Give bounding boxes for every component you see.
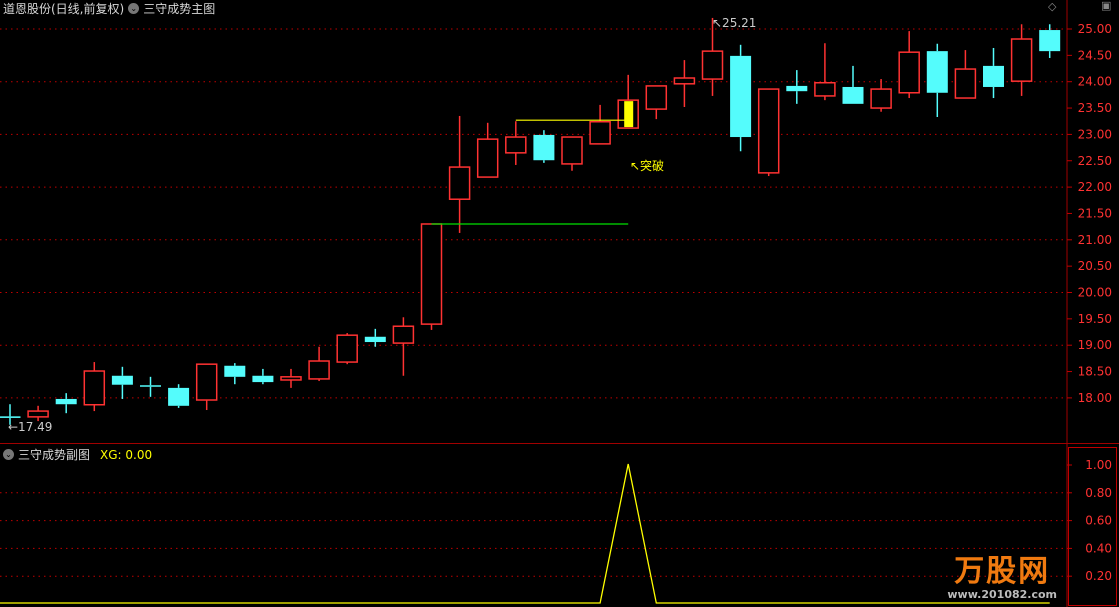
candle-body-up [1010,38,1033,82]
y-tick-label: 21.00 [1078,233,1112,247]
candle-body-down [926,51,948,93]
y-tick-label: 18.50 [1078,365,1112,379]
candle-body-up [420,223,443,325]
y-tick-label: 20.50 [1078,259,1112,273]
y-tick-label: 25.00 [1078,22,1112,36]
candle-body-up [308,360,330,380]
main-chart-header: 道恩股份(日线,前复权) ⌄ 三守成势主图 [3,0,215,17]
low-price-label: ←17.49 [8,420,52,434]
y-tick-label: 19.50 [1078,312,1112,326]
candle-body-up [645,85,668,110]
sub-y-tick-label: 0.60 [1085,514,1112,528]
y-tick-label: 24.50 [1078,48,1112,62]
window-toggle-icon[interactable]: ▣ [1101,0,1112,12]
candle-body-up [336,334,358,363]
candle-body-up [701,50,724,80]
sub-y-tick-label: 1.00 [1085,458,1112,472]
xg-value: XG: 0.00 [100,447,153,462]
sub-y-tick-label: 0.20 [1085,569,1112,583]
candle-body-down [730,55,752,138]
candle-body-up [476,138,499,178]
logo-url: www.201082.com [947,588,1057,601]
y-tick-label: 21.50 [1078,206,1112,220]
sub-indicator-name[interactable]: 三守成势副图 [18,448,91,462]
candle-body-up [83,370,106,406]
candle-body-up [673,77,696,85]
candle-body-down [55,398,77,405]
candle-body-down [0,416,21,418]
candle-body-up [280,376,302,381]
candle-body-down [224,365,246,377]
y-tick-label: 22.50 [1078,154,1112,168]
candle-body-up [954,68,977,99]
chevron-down-icon[interactable]: ⌄ [3,449,14,460]
candle-body-down [252,375,274,383]
candle-body-down [786,85,808,92]
candle-body-down [364,336,386,343]
chevron-down-icon[interactable]: ⌄ [128,3,140,14]
candle-highlight [624,101,634,128]
sub-axis-box [1068,447,1117,606]
y-tick-label: 20.00 [1078,286,1112,300]
y-tick-label: 23.50 [1078,101,1112,115]
candle-body-down [111,375,133,385]
candle-body-down [168,387,190,406]
logo-name: 万股网 [954,554,1051,589]
xg-series-line [0,463,1050,604]
y-tick-label: 22.00 [1078,180,1112,194]
candle-body-up [814,82,836,97]
high-price-label: ↖25.21 [712,16,756,30]
y-tick-label: 19.00 [1078,338,1112,352]
candle-body-down [983,65,1004,87]
candle-body-up [392,325,415,344]
candle-body-down [1039,30,1061,52]
y-tick-label: 24.00 [1078,75,1112,89]
breakout-label: ↖突破 [630,158,664,173]
candle-body-up [898,51,920,94]
y-tick-label: 23.00 [1078,127,1112,141]
candle-body-up [195,363,218,401]
stock-title: 道恩股份(日线,前复权) [3,2,125,16]
candle-body-down [533,134,555,161]
candle-body-up [561,136,583,165]
sub-chart-header: ⌄ 三守成势副图 XG: 0.00 [3,446,152,463]
main-indicator-name[interactable]: 三守成势主图 [143,2,216,16]
diamond-icon[interactable]: ◇ [1048,0,1057,13]
sub-y-tick-label: 0.40 [1085,541,1112,555]
candle-body-up [505,136,527,154]
candle-body-down [140,385,161,387]
candle-body-up [27,410,49,418]
candle-body-up [870,88,892,109]
candle-body-up [757,88,780,174]
candle-body-up [448,166,471,200]
candle-body-down [842,86,864,104]
sub-y-tick-label: 0.80 [1085,486,1112,500]
y-tick-label: 18.00 [1078,391,1112,405]
candle-body-up [589,121,611,145]
logo-watermark: 万股网 www.201082.com [947,554,1057,602]
